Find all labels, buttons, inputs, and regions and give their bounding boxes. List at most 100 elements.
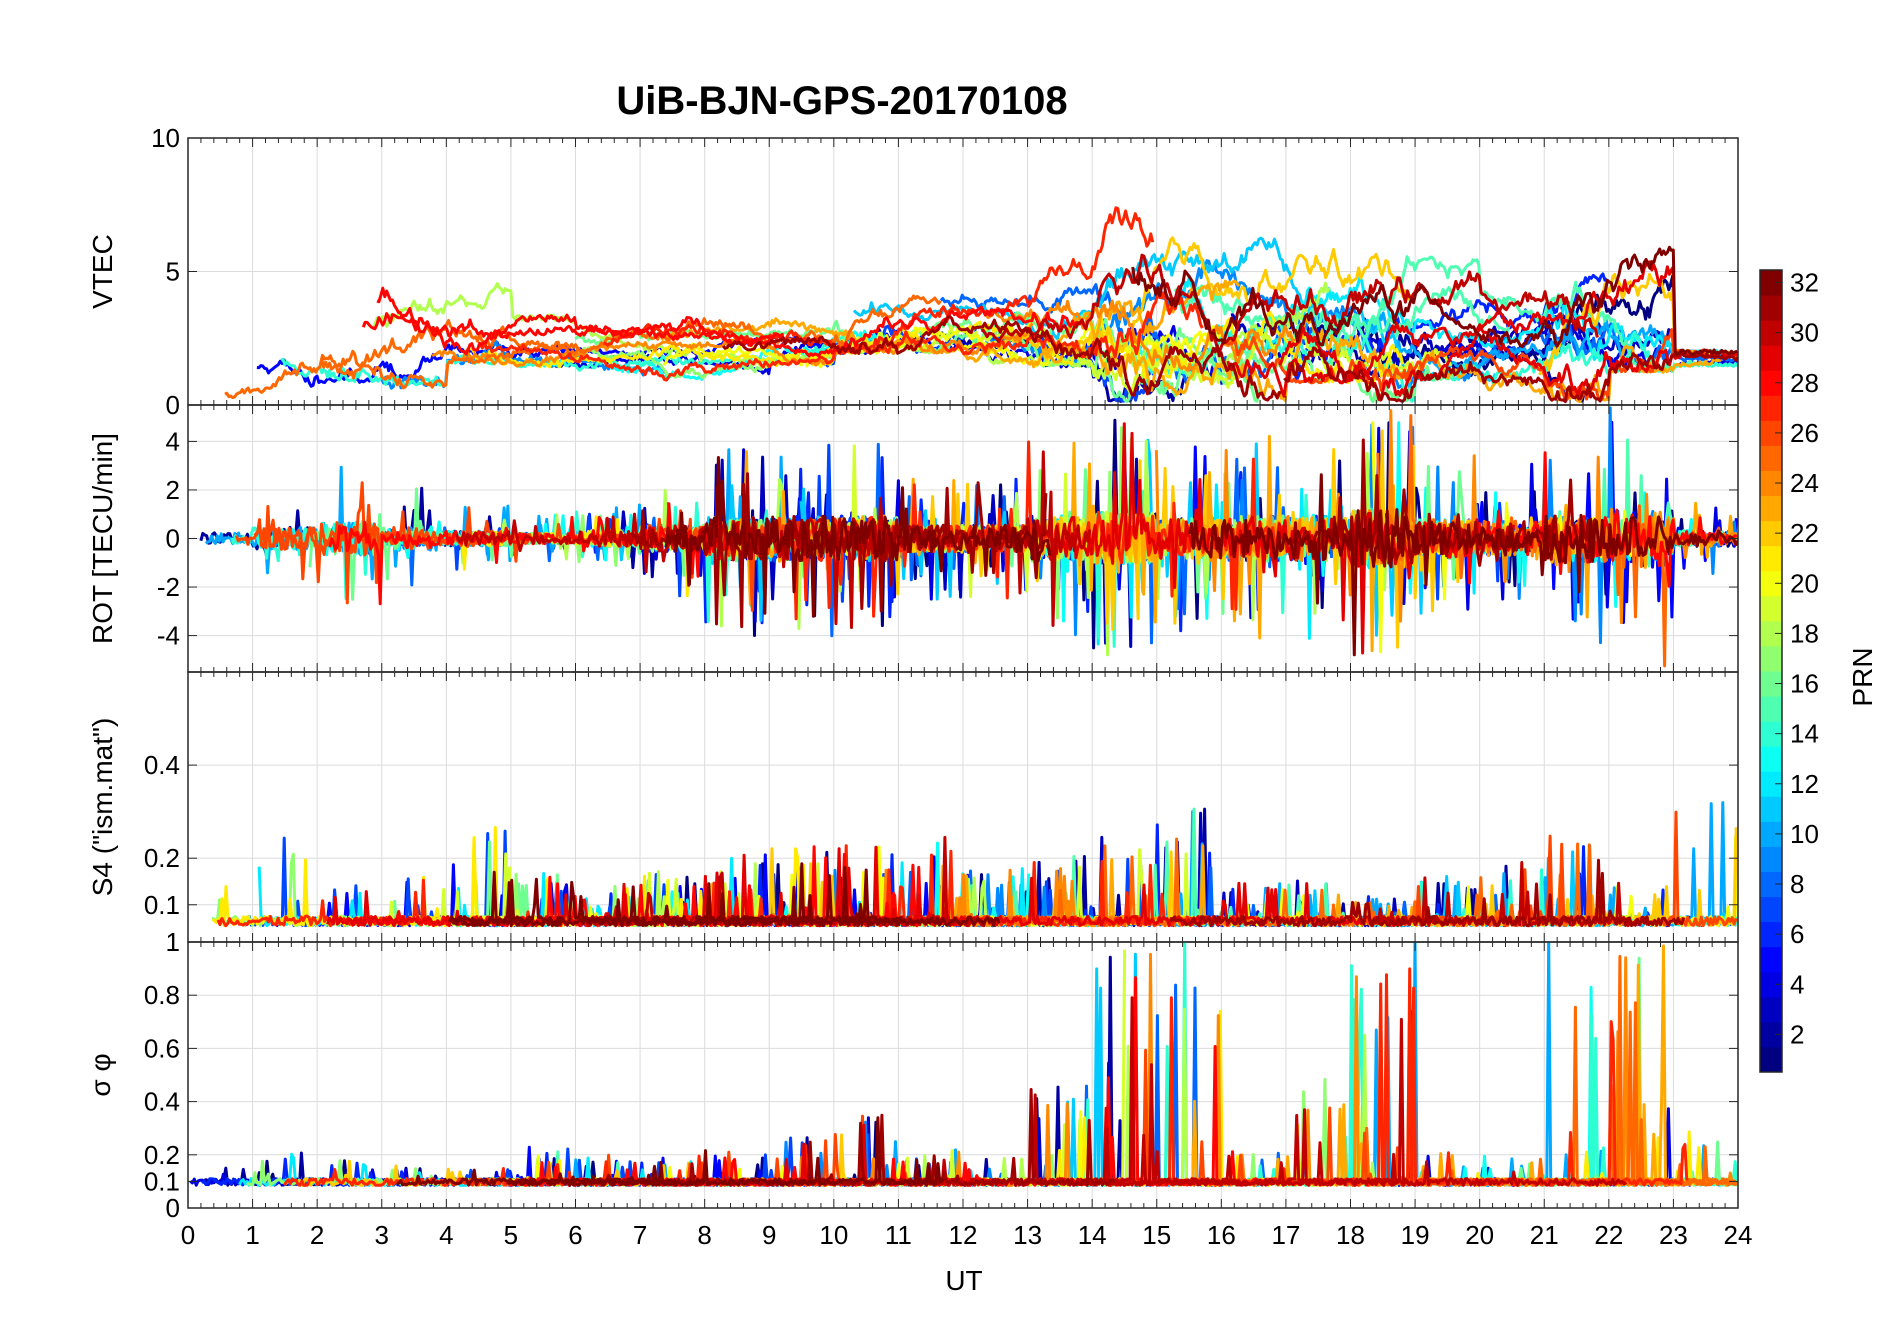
y-tick-label-s4: 0.2: [144, 843, 180, 873]
colorbar-swatch: [1760, 570, 1782, 597]
trace-prn-31: [722, 315, 1282, 402]
y-axis-label-sigma: σ φ: [85, 1053, 116, 1096]
y-tick-label-sigma: 0.4: [144, 1087, 180, 1117]
colorbar-swatch: [1760, 545, 1782, 572]
trace-prn-32: [448, 866, 901, 928]
chart-title: UiB-BJN-GPS-20170108: [616, 79, 1067, 123]
colorbar-swatch: [1760, 295, 1782, 321]
trace-prn-31: [1283, 346, 1738, 404]
trace-prn-30: [981, 253, 1599, 354]
colorbar-swatch: [1760, 671, 1782, 697]
trace-prn-31: [1169, 858, 1686, 928]
colorbar-swatch: [1760, 395, 1782, 421]
traces-vtec: [224, 206, 1738, 404]
x-tick-label: 16: [1207, 1220, 1236, 1250]
x-tick-label: 4: [439, 1220, 453, 1250]
colorbar-swatch: [1760, 1021, 1782, 1048]
panel-sigma: 00.10.2 0.4 0.6 0.8 1 σ φ: [85, 927, 1739, 1223]
colorbar-swatch: [1760, 846, 1782, 872]
colorbar-label: PRN: [1847, 647, 1878, 706]
y-axis-label-s4: S4 ("ism.mat"): [87, 718, 118, 897]
y-tick-label-sigma: 1: [166, 927, 180, 957]
traces-rot: [199, 406, 1738, 668]
colorbar-swatch: [1760, 821, 1782, 847]
x-tick-label: 20: [1465, 1220, 1494, 1250]
x-tick-label: 22: [1594, 1220, 1623, 1250]
colorbar-tick-label: 30: [1790, 318, 1819, 348]
colorbar-tick-label: 32: [1790, 268, 1819, 298]
y-tick-label-rot: 2: [166, 475, 180, 505]
y-tick-label-sigma: 0: [166, 1193, 180, 1223]
colorbar-swatch: [1760, 645, 1782, 672]
x-tick-label: 3: [375, 1220, 389, 1250]
colorbar-tick-label: 10: [1790, 819, 1819, 849]
colorbar-swatch: [1760, 946, 1782, 973]
x-tick-label: 11: [885, 1220, 912, 1250]
panel-s4: 0.1 0.2 0.4 S4 ("ism.mat"): [87, 671, 1739, 943]
colorbar-swatch: [1760, 495, 1782, 522]
colorbar-tick-label: 4: [1790, 969, 1804, 999]
x-tick-label: 18: [1336, 1220, 1365, 1250]
colorbar-tick-label: 6: [1790, 919, 1804, 949]
colorbar-swatch: [1760, 1046, 1782, 1073]
colorbar-swatch: [1760, 746, 1782, 772]
y-tick-label-rot: 4: [166, 426, 180, 456]
x-tick-label: 7: [633, 1220, 647, 1250]
trace-prn-32: [506, 1116, 945, 1187]
colorbar-swatch: [1760, 470, 1782, 497]
trace-prn-32: [1131, 245, 1738, 356]
x-tick-label: 15: [1142, 1220, 1171, 1250]
trace-prn-24: [431, 322, 1034, 368]
x-tick-label: 9: [762, 1220, 776, 1250]
colorbar-swatch: [1760, 320, 1782, 346]
x-axis-label: UT: [945, 1265, 982, 1296]
x-tick-label: 24: [1724, 1220, 1753, 1250]
y-tick-label-s4: 0.4: [144, 750, 180, 780]
y-tick-label-rot: -2: [157, 572, 180, 602]
colorbar-tick-label: 16: [1790, 669, 1819, 699]
colorbar-swatch: [1760, 270, 1782, 296]
y-tick-label-sigma: 0.8: [144, 980, 180, 1010]
colorbar-tick-label: 12: [1790, 769, 1819, 799]
x-tick-label: 23: [1659, 1220, 1688, 1250]
trace-prn-29: [1226, 321, 1738, 398]
traces-s4: [211, 801, 1738, 928]
x-tick-label: 5: [504, 1220, 518, 1250]
colorbar-tick-label: 28: [1790, 368, 1819, 398]
x-tick-label: 1: [245, 1220, 259, 1250]
trace-prn-28: [376, 286, 1080, 358]
colorbar-tick-label: 8: [1790, 869, 1804, 899]
y-tick-label-sigma: 0.6: [144, 1033, 180, 1063]
x-tick-label: 14: [1078, 1220, 1107, 1250]
y-axis-label-rot: ROT [TECU/min]: [87, 433, 118, 644]
panel-vtec: 0 5 10 VTEC: [87, 123, 1739, 420]
colorbar-swatch: [1760, 445, 1782, 471]
trace-prn-25: [224, 340, 587, 400]
y-tick-label-vtec: 5: [166, 257, 180, 287]
y-tick-label-s4: 0.1: [144, 890, 180, 920]
x-tick-label: 10: [819, 1220, 848, 1250]
y-axis-label-vtec: VTEC: [87, 234, 118, 309]
y-tick-label-rot: 0: [166, 524, 180, 554]
y-tick-label-vtec: 10: [151, 123, 180, 153]
colorbar-swatch: [1760, 771, 1782, 797]
trace-prn-32: [1188, 473, 1738, 657]
trace-prn-28: [361, 306, 784, 356]
colorbar-swatch: [1760, 921, 1782, 948]
y-tick-label-vtec: 0: [166, 390, 180, 420]
x-tick-label: 19: [1401, 1220, 1430, 1250]
colorbar-box: [1759, 269, 1783, 1073]
colorbar-swatch: [1760, 595, 1782, 622]
colorbar-swatch: [1760, 620, 1782, 647]
colorbar-tick-label: 22: [1790, 518, 1819, 548]
x-tick-label: 13: [1013, 1220, 1042, 1250]
x-tick-label: 2: [310, 1220, 324, 1250]
colorbar-swatch: [1760, 971, 1782, 998]
x-tick-label: 21: [1530, 1220, 1559, 1250]
colorbar-swatch: [1760, 370, 1782, 396]
trace-prn-29: [1045, 422, 1516, 655]
colorbar-swatch: [1760, 996, 1782, 1023]
colorbar-swatch: [1760, 796, 1782, 822]
